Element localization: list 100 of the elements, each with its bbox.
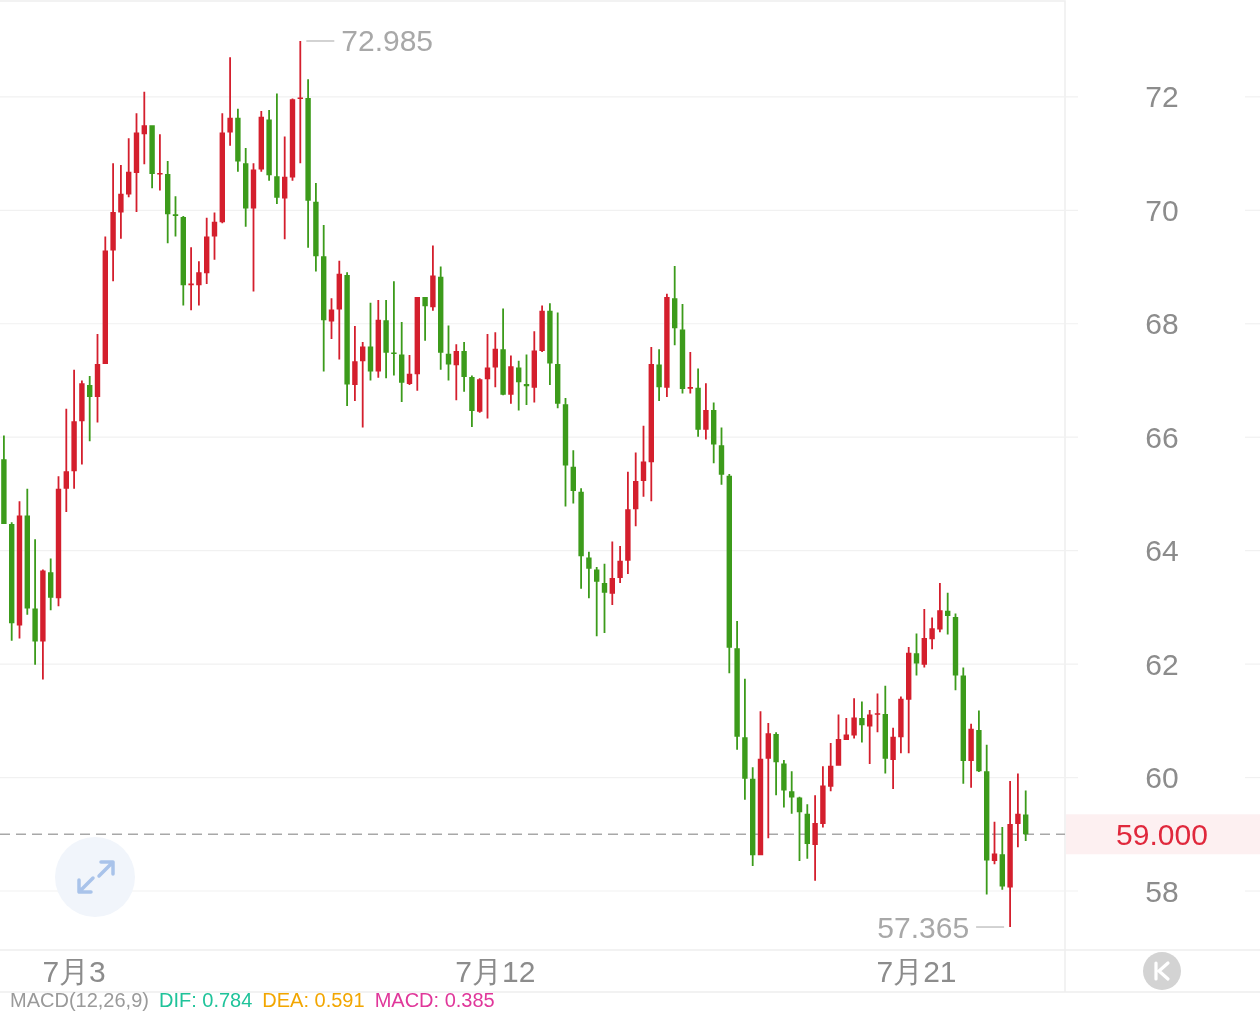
- candlestick: [804, 804, 810, 859]
- candlestick: [79, 380, 85, 465]
- candlestick: [180, 215, 186, 306]
- candlestick: [968, 723, 974, 788]
- candlestick: [890, 727, 896, 789]
- candlestick: [461, 341, 467, 392]
- candlestick: [812, 795, 818, 881]
- candlestick: [313, 183, 319, 272]
- candlestick: [672, 265, 678, 346]
- candlestick: [742, 678, 748, 800]
- candlestick: [430, 245, 436, 311]
- candlestick: [352, 326, 358, 401]
- y-tick-label: 70: [1145, 193, 1179, 227]
- candlestick: [149, 125, 155, 189]
- candlestick: [609, 541, 615, 606]
- candlestick: [1, 435, 7, 524]
- candlestick: [110, 163, 116, 282]
- candlestick: [656, 349, 662, 401]
- candlestick: [305, 79, 311, 248]
- candlestick: [375, 299, 381, 378]
- candlestick: [383, 299, 389, 379]
- candlestick: [617, 546, 623, 583]
- candlestick: [141, 91, 147, 165]
- candlestick: [227, 57, 233, 146]
- y-tick-label: 64: [1145, 534, 1179, 568]
- candlestick: [586, 551, 592, 599]
- candlestick: [102, 236, 108, 365]
- candlestick: [360, 341, 366, 428]
- candlestick: [976, 710, 982, 772]
- candlestick: [243, 147, 249, 227]
- candlestick: [781, 759, 787, 808]
- candlestick: [687, 352, 693, 394]
- candlestick: [63, 408, 69, 513]
- candlestick: [321, 225, 327, 372]
- candlestick: [188, 247, 194, 311]
- candlestick: [508, 355, 514, 404]
- candlestick: [438, 266, 444, 370]
- ref-line-label: 59.000: [1116, 817, 1208, 851]
- candlestick: [219, 113, 225, 224]
- candlestick: [118, 164, 124, 239]
- candlestick: [204, 217, 210, 285]
- candlestick: [16, 501, 23, 639]
- candlestick: [664, 293, 670, 397]
- candlestick: [157, 134, 163, 191]
- y-tick-label: 68: [1145, 307, 1179, 341]
- candlestick: [477, 378, 483, 413]
- candlestick: [165, 160, 171, 244]
- candlestick: [984, 744, 990, 895]
- candlestick: [945, 592, 951, 635]
- candlestick: [711, 402, 717, 464]
- candlestick: [71, 369, 77, 489]
- candlestick: [500, 308, 506, 396]
- candlestick: [633, 452, 639, 527]
- candlestick: [414, 297, 420, 391]
- candlestick: [48, 558, 54, 611]
- candlestick: [55, 476, 62, 607]
- candlestick: [820, 766, 826, 828]
- candlestick: [344, 272, 350, 407]
- candlestick: [274, 93, 280, 205]
- text: DIF: 0.784: [158, 989, 253, 1011]
- y-tick-label: 58: [1145, 874, 1179, 908]
- candlestick: [24, 488, 30, 615]
- text: DEA: 0.591: [262, 989, 365, 1011]
- candlestick: [765, 723, 771, 839]
- candlestick: [1015, 773, 1021, 848]
- candlestick: [937, 582, 943, 633]
- annotation: 57.365: [877, 910, 970, 944]
- x-tick-label: 7月21: [876, 954, 957, 988]
- candlestick: [999, 826, 1005, 890]
- candlestick: [773, 732, 779, 796]
- candlestick: [703, 383, 709, 440]
- candlestick: [126, 138, 132, 198]
- candlestick: [282, 136, 288, 240]
- candlestick: [516, 360, 522, 411]
- candlestick: [1023, 790, 1029, 842]
- candlestick: [1007, 780, 1013, 928]
- candlestick: [828, 742, 834, 792]
- x-tick-label: 7月12: [455, 954, 536, 988]
- candlestick: [539, 305, 545, 353]
- candlestick: [898, 696, 904, 754]
- candlestick: [196, 261, 202, 306]
- candlestick: [399, 322, 405, 403]
- candlestick: [750, 767, 756, 867]
- candlestick: [555, 312, 561, 409]
- annotation: 72.985: [341, 24, 434, 58]
- candlestick: [921, 609, 927, 668]
- candlestick: [297, 40, 303, 164]
- candlestick: [594, 567, 600, 637]
- candlestick: [929, 617, 935, 650]
- candlestick: [492, 332, 498, 388]
- candlestick: [547, 303, 553, 386]
- candlestick: [726, 474, 732, 674]
- candlestick: [578, 488, 584, 589]
- candlestick: [843, 718, 849, 741]
- candlestick: [9, 522, 15, 641]
- x-tick-label: 7月3: [42, 954, 106, 988]
- candlestick: [859, 701, 865, 743]
- text: MACD(12,26,9): [10, 989, 149, 1011]
- candlestick: [734, 621, 740, 750]
- y-tick-label: 62: [1145, 647, 1179, 681]
